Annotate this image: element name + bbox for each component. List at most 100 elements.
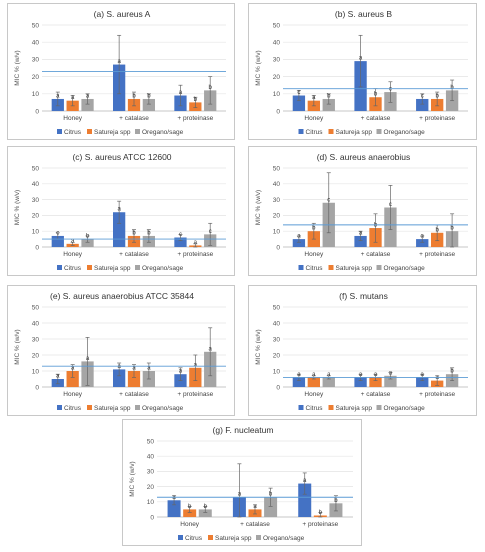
- y-tick-label: 20: [273, 352, 281, 359]
- category-label: + proteinase: [302, 521, 338, 528]
- legend-entry: Satureja spp: [94, 405, 131, 412]
- legend-swatch: [328, 405, 334, 410]
- significance-letter: a: [132, 366, 136, 372]
- category-label: + catalase: [119, 251, 149, 258]
- y-axis-label: MIC % (w/v): [14, 329, 21, 364]
- legend-swatch: [135, 405, 140, 410]
- y-tick-label: 10: [32, 91, 40, 98]
- significance-letter: b: [269, 492, 273, 498]
- category-label: + catalase: [361, 115, 391, 122]
- significance-letter: c: [327, 197, 330, 203]
- significance-letter: a: [421, 372, 425, 378]
- legend-entry: Citrus: [64, 129, 82, 136]
- bar-f-2-0: [416, 377, 429, 387]
- y-tick-label: 0: [276, 384, 280, 391]
- significance-letter: c: [297, 90, 300, 96]
- y-tick-label: 50: [32, 165, 40, 172]
- legend-entry: Oregano/sage: [263, 535, 305, 542]
- legend-entry: Satureja spp: [94, 129, 131, 136]
- y-tick-label: 0: [35, 108, 39, 115]
- bar-b-0-2: [322, 98, 335, 111]
- significance-letter: b: [204, 504, 208, 510]
- chart-panel-d: (d) S. aureus anaerobius MIC % (w/v) 0 10 20…: [248, 146, 477, 276]
- legend-swatch: [328, 129, 334, 134]
- bar-e-1-1: [127, 371, 141, 387]
- category-label: + proteinase: [177, 115, 213, 122]
- significance-letter: a: [179, 90, 183, 96]
- legend-entry: Citrus: [64, 405, 82, 412]
- significance-letter: b: [327, 93, 331, 99]
- legend-entry: Oregano/sage: [384, 405, 426, 412]
- y-tick-label: 30: [32, 57, 40, 64]
- significance-letter: b: [188, 504, 192, 510]
- significance-letter: b: [374, 92, 378, 98]
- category-label: + proteinase: [177, 391, 213, 398]
- chart-panel-f: (f) S. mutans MIC % (w/v) 0 10 20 30 40 50 a a a Ho…: [248, 285, 477, 416]
- significance-letter: a: [194, 240, 198, 246]
- legend-entry: Satureja spp: [336, 405, 373, 412]
- chart-a: (a) S. aureus A MIC % (w/v) 0 10 20 30 40 50 a a a…: [14, 9, 226, 136]
- bar-g-0-0: [167, 500, 181, 517]
- y-axis-label: MIC % (w/v): [14, 50, 21, 85]
- significance-letter: b: [194, 97, 198, 103]
- legend-swatch: [328, 265, 334, 270]
- y-tick-label: 10: [147, 499, 155, 506]
- significance-letter: a: [117, 59, 121, 65]
- bar-e-1-0: [113, 369, 126, 387]
- bar-f-0-0: [292, 377, 306, 387]
- category-label: Honey: [63, 251, 83, 258]
- bar-d-0-0: [292, 239, 306, 247]
- bar-d-2-0: [416, 239, 429, 247]
- y-tick-label: 20: [32, 352, 40, 359]
- significance-letter: a: [117, 364, 121, 370]
- y-tick-label: 10: [273, 229, 281, 236]
- significance-letter: a: [297, 234, 301, 240]
- bar-c-0-2: [81, 239, 94, 247]
- y-axis-label: MIC % (w/v): [14, 190, 21, 225]
- category-label: + proteinase: [419, 391, 455, 398]
- chart-g: (g) F. nucleatum MIC % (w/v) 0 10 20 30 40 50 a b…: [129, 425, 353, 542]
- significance-letter: a: [56, 374, 60, 380]
- bar-c-0-0: [51, 235, 64, 247]
- y-tick-label: 20: [147, 484, 155, 491]
- y-tick-label: 50: [32, 304, 40, 311]
- legend-entry: Oregano/sage: [142, 405, 184, 412]
- chart-panel-c: (c) S. aureus ATCC 12600 MIC % (w/v) 0 10 20…: [7, 146, 235, 276]
- y-axis-label: MIC % (w/v): [255, 329, 262, 364]
- y-tick-label: 50: [147, 438, 155, 445]
- legend-swatch: [135, 129, 140, 134]
- legend-swatch: [376, 265, 382, 270]
- category-label: + catalase: [119, 391, 149, 398]
- legend-entry: Satureja spp: [215, 535, 252, 542]
- significance-letter: a: [71, 366, 75, 372]
- bar-g-0-1: [183, 509, 197, 517]
- legend-swatch: [57, 265, 62, 270]
- significance-letter: b: [147, 93, 151, 99]
- significance-letter: b: [450, 369, 454, 375]
- legend-entry: Satureja spp: [336, 265, 373, 272]
- y-tick-label: 50: [273, 22, 281, 29]
- y-tick-label: 30: [273, 57, 281, 64]
- legend-swatch: [57, 405, 62, 410]
- y-tick-label: 10: [32, 229, 40, 236]
- significance-letter: a: [327, 372, 331, 378]
- significance-letter: a: [147, 366, 151, 372]
- bar-c-2-0: [174, 237, 187, 247]
- y-tick-label: 0: [150, 514, 154, 521]
- significance-letter: a: [312, 372, 316, 378]
- significance-letter: b: [86, 234, 90, 240]
- legend-swatch: [298, 265, 304, 270]
- significance-letter: b: [435, 227, 439, 233]
- y-tick-label: 40: [273, 181, 281, 188]
- significance-letter: a: [117, 207, 121, 213]
- significance-letter: a: [312, 95, 316, 101]
- chart-panel-a: (a) S. aureus A MIC % (w/v) 0 10 20 30 40 50 a a a…: [7, 3, 235, 140]
- y-tick-label: 0: [35, 244, 39, 251]
- chart-title: (c) S. aureus ATCC 12600: [72, 152, 171, 162]
- y-tick-label: 50: [273, 165, 281, 172]
- significance-letter: a: [359, 372, 363, 378]
- significance-letter: c: [56, 230, 59, 236]
- significance-letter: a: [374, 372, 378, 378]
- bar-f-0-2: [322, 377, 335, 387]
- significance-letter: b: [319, 510, 323, 516]
